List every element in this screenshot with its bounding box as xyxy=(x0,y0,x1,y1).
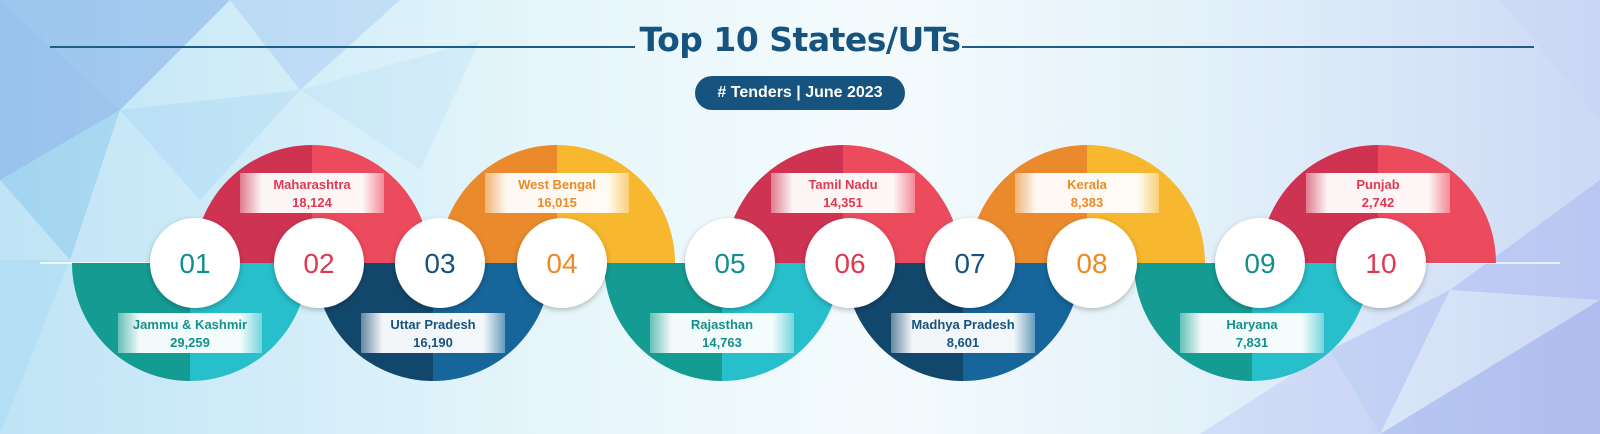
rank-badge-10: 10 xyxy=(1336,218,1426,308)
state-name: Kerala xyxy=(1067,177,1108,192)
rank-badge-01: 01 xyxy=(150,218,240,308)
data-label-03: Uttar Pradesh 16,190 xyxy=(361,313,505,353)
rank-badge-04: 04 xyxy=(517,218,607,308)
data-label-bg xyxy=(1180,313,1324,353)
rank-circle xyxy=(1336,218,1426,308)
rank-circle xyxy=(1215,218,1305,308)
tender-count: 29,259 xyxy=(170,335,210,350)
rank-badge-07: 07 xyxy=(925,218,1015,308)
rank-circle xyxy=(395,218,485,308)
chart-subtitle: # Tenders | June 2023 xyxy=(695,76,905,110)
tender-count: 16,190 xyxy=(413,335,453,350)
tender-count: 14,763 xyxy=(702,335,742,350)
rank-badge-06: 06 xyxy=(805,218,895,308)
data-label-bg xyxy=(240,173,384,213)
rank-number: 01 xyxy=(179,248,210,279)
data-label-02: Maharashtra 18,124 xyxy=(240,173,384,213)
tender-count: 8,601 xyxy=(947,335,980,350)
rank-number: 09 xyxy=(1244,248,1275,279)
tender-count: 14,351 xyxy=(823,195,863,210)
data-label-06: Tamil Nadu 14,351 xyxy=(771,173,915,213)
data-label-bg xyxy=(361,313,505,353)
rank-number: 04 xyxy=(546,248,577,279)
data-label-bg xyxy=(1306,173,1450,213)
rank-badge-08: 08 xyxy=(1047,218,1137,308)
tender-count: 16,015 xyxy=(537,195,577,210)
state-name: Haryana xyxy=(1226,317,1278,332)
rank-badge-09: 09 xyxy=(1215,218,1305,308)
state-name: Tamil Nadu xyxy=(808,177,877,192)
data-label-bg xyxy=(771,173,915,213)
data-label-04: West Bengal 16,015 xyxy=(485,173,629,213)
data-label-bg xyxy=(485,173,629,213)
rank-number: 03 xyxy=(424,248,455,279)
tender-count: 18,124 xyxy=(292,195,333,210)
rank-circle xyxy=(274,218,364,308)
data-label-bg xyxy=(1015,173,1159,213)
rank-badge-05: 05 xyxy=(685,218,775,308)
data-label-bg xyxy=(650,313,794,353)
rank-circle xyxy=(1047,218,1137,308)
rank-circle xyxy=(685,218,775,308)
data-label-bg xyxy=(118,313,262,353)
rank-number: 05 xyxy=(714,248,745,279)
title-rule-right xyxy=(962,46,1534,48)
rank-circle xyxy=(805,218,895,308)
chart-title-text: Top 10 States/UTs xyxy=(639,20,961,59)
rank-badge-02: 02 xyxy=(274,218,364,308)
data-label-09: Haryana 7,831 xyxy=(1180,313,1324,353)
state-name: Madhya Pradesh xyxy=(911,317,1014,332)
data-label-bg xyxy=(891,313,1035,353)
rank-number: 08 xyxy=(1076,248,1107,279)
data-label-01: Jammu & Kashmir 29,259 xyxy=(118,313,262,353)
data-label-05: Rajasthan 14,763 xyxy=(650,313,794,353)
state-name: West Bengal xyxy=(518,177,596,192)
rank-number: 06 xyxy=(834,248,865,279)
rank-circle xyxy=(925,218,1015,308)
rank-number: 02 xyxy=(303,248,334,279)
rank-circle xyxy=(517,218,607,308)
tender-count: 2,742 xyxy=(1362,195,1395,210)
rank-circle xyxy=(150,218,240,308)
data-label-10: Punjab 2,742 xyxy=(1306,173,1450,213)
rank-number: 07 xyxy=(954,248,985,279)
rank-badge-03: 03 xyxy=(395,218,485,308)
data-label-07: Madhya Pradesh 8,601 xyxy=(891,313,1035,353)
tender-count: 7,831 xyxy=(1236,335,1269,350)
title-rule-left xyxy=(50,46,635,48)
state-name: Rajasthan xyxy=(691,317,753,332)
tender-count: 8,383 xyxy=(1071,195,1104,210)
rank-number: 10 xyxy=(1365,248,1396,279)
state-name: Maharashtra xyxy=(273,177,351,192)
data-label-08: Kerala 8,383 xyxy=(1015,173,1159,213)
chart-title: Top 10 States/UTs xyxy=(0,20,1600,59)
state-name: Uttar Pradesh xyxy=(390,317,475,332)
state-name: Jammu & Kashmir xyxy=(133,317,247,332)
state-name: Punjab xyxy=(1356,177,1399,192)
